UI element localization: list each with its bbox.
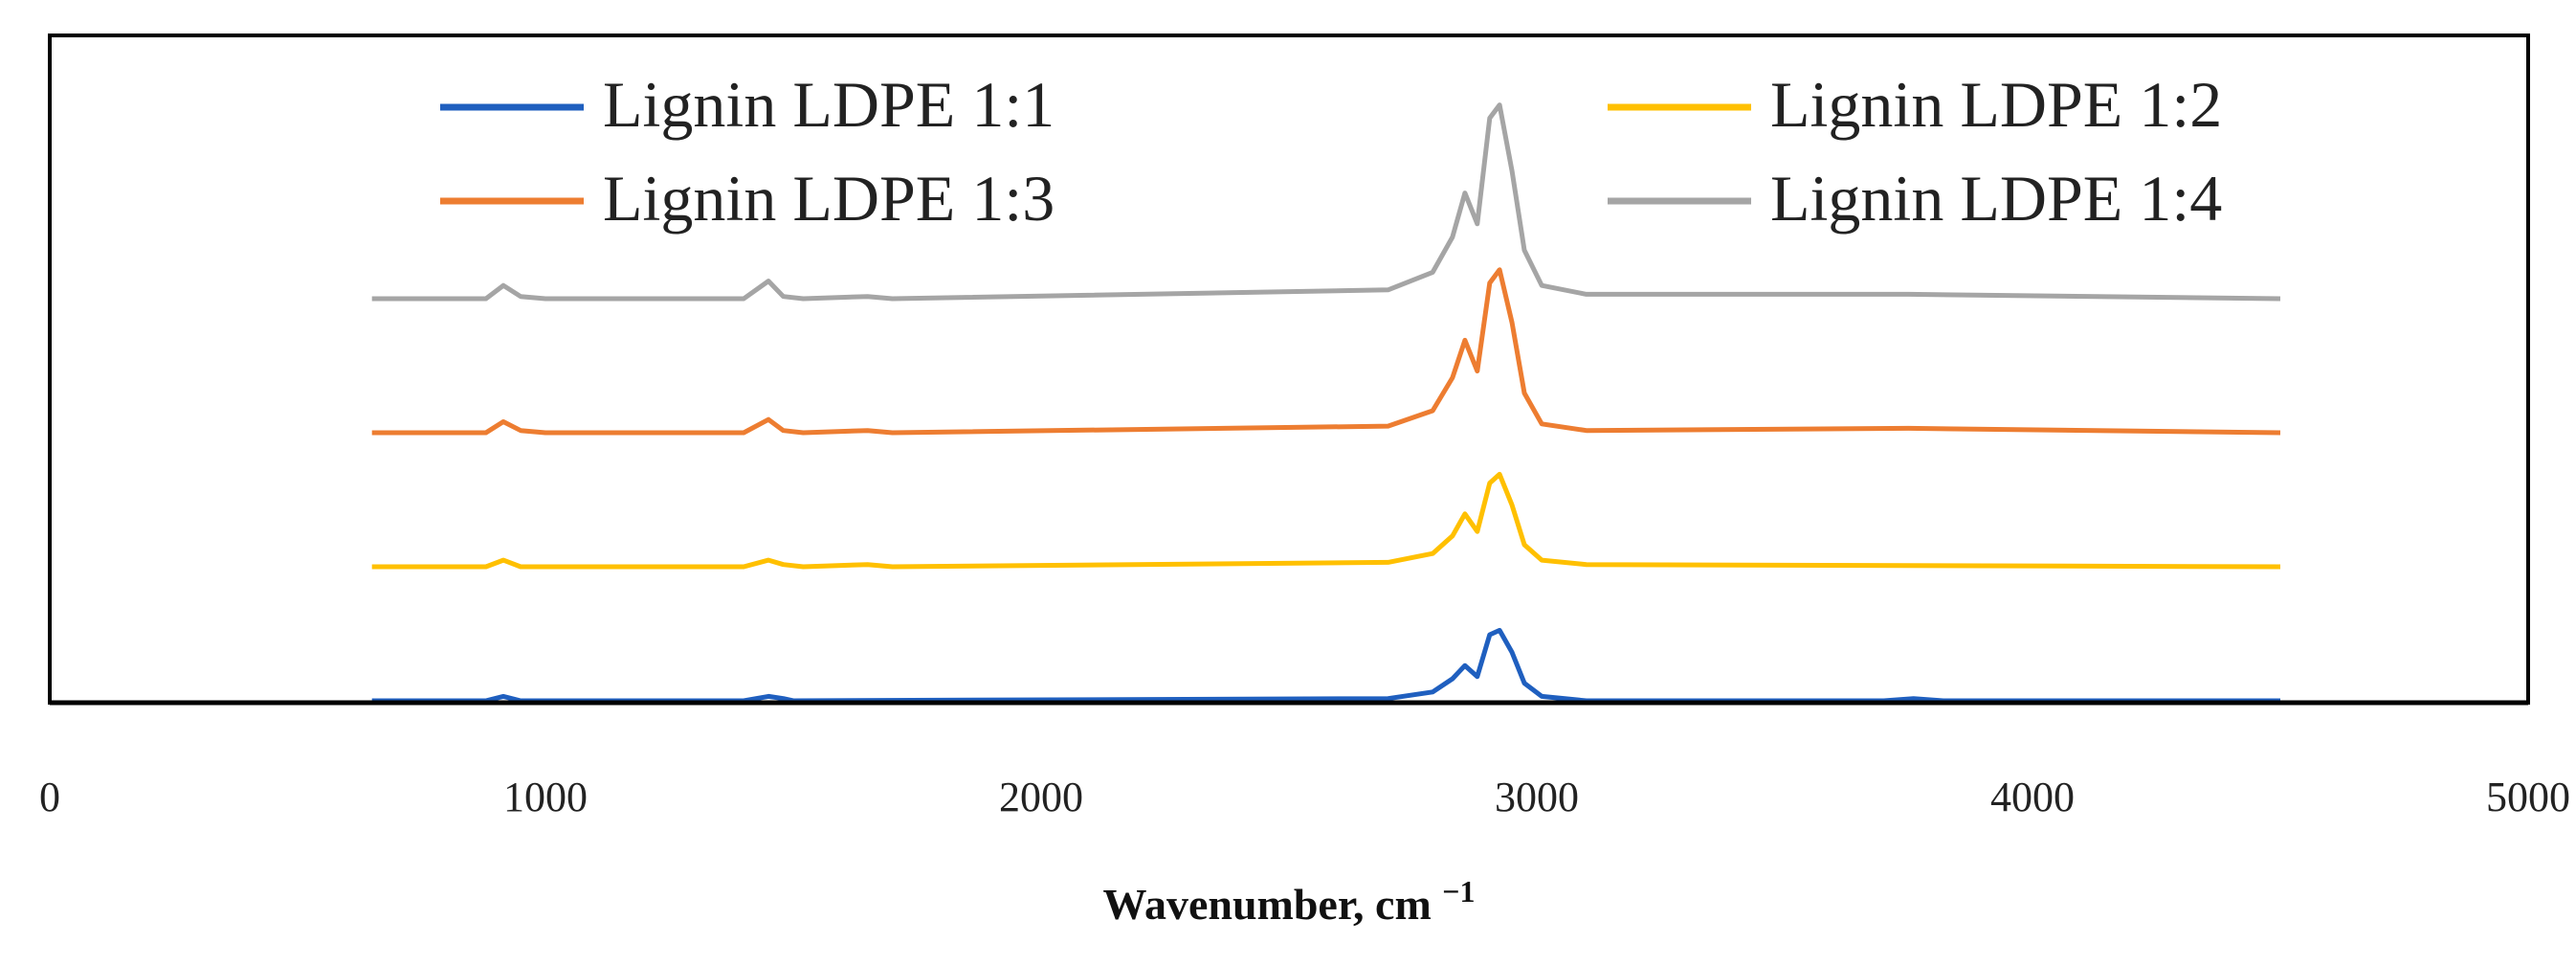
x-tick-label: 2000 <box>999 774 1083 820</box>
legend-item: Lignin LDPE 1:2 <box>1608 68 2222 141</box>
legend-label: Lignin LDPE 1:3 <box>603 162 1055 235</box>
x-axis-title: Wavenumber, cm −1 <box>1102 874 1475 929</box>
x-tick-label: 3000 <box>1495 774 1579 820</box>
x-tick-label: 0 <box>39 774 60 820</box>
x-tick-label: 5000 <box>2486 774 2570 820</box>
legend-label: Lignin LDPE 1:4 <box>1770 162 2222 235</box>
x-tick-label: 1000 <box>503 774 588 820</box>
legend-item: Lignin LDPE 1:1 <box>440 68 1055 141</box>
plot-frame <box>48 34 2530 705</box>
legend: Lignin LDPE 1:1 Lignin LDPE 1:2 Lignin LDP… <box>440 68 2222 235</box>
series-line-3 <box>371 267 2281 436</box>
series-line-2 <box>371 471 2281 570</box>
x-axis-title-superscript: −1 <box>1442 874 1475 909</box>
x-tick-labels: 0 1000 2000 3000 4000 5000 <box>39 774 2570 820</box>
legend-label: Lignin LDPE 1:2 <box>1770 68 2222 141</box>
x-axis-title-text: Wavenumber, cm <box>1102 880 1431 929</box>
legend-item: Lignin LDPE 1:4 <box>1608 162 2222 235</box>
x-tick-label: 4000 <box>1990 774 2075 820</box>
legend-label: Lignin LDPE 1:1 <box>603 68 1055 141</box>
series-line-4 <box>371 102 2281 302</box>
legend-item: Lignin LDPE 1:3 <box>440 162 1055 235</box>
